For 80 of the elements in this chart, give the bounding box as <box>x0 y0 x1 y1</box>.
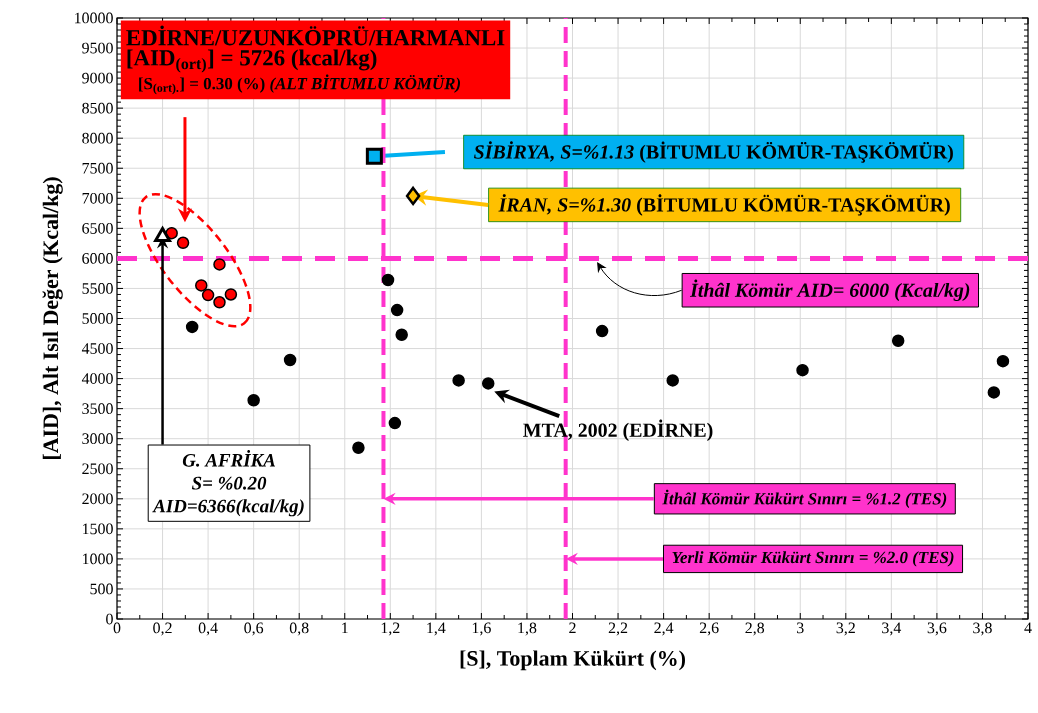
point <box>595 324 609 338</box>
point <box>213 296 226 309</box>
y-tick-label: 0 <box>106 613 113 625</box>
point <box>195 279 208 292</box>
x-tick-label: 3,4 <box>882 622 902 636</box>
y-tick-label: 1500 <box>83 523 113 535</box>
annotation: MTA, 2002 (EDİRNE) <box>523 419 713 441</box>
point <box>247 393 260 407</box>
y-tick-label: 2500 <box>82 463 113 475</box>
x-tick-label: 1,8 <box>518 622 537 636</box>
y-tick-label: 7000 <box>82 192 113 204</box>
point <box>395 328 408 341</box>
y-axis-title: [AID], Alt Isıl Değer (Kcal/kg) <box>42 177 63 460</box>
ref-line-label: İthâl Kömür AID= 6000 (Kcal/kg) <box>689 279 970 302</box>
point <box>891 334 905 347</box>
point <box>452 374 465 387</box>
annotation: İRAN, S=%1.30 (BİTUMLU KÖMÜR-TAŞKÖMÜR) <box>498 194 950 216</box>
annotation: İthâl Kömür Kükürt Sınırı = %1.2 (TES) <box>662 489 947 508</box>
annotation: S= %0.20 <box>191 476 267 490</box>
annotation: G. AFRİKA <box>182 450 276 467</box>
x-tick-label: 4 <box>1024 622 1032 634</box>
point <box>796 363 809 377</box>
y-tick-label: 9500 <box>82 42 113 54</box>
x-tick-label: 3,8 <box>973 622 992 636</box>
point <box>213 258 226 271</box>
x-tick-label: 2,6 <box>699 622 719 636</box>
point <box>224 288 238 301</box>
point <box>381 273 395 287</box>
x-tick-label: 0,2 <box>153 622 172 636</box>
point <box>996 354 1010 368</box>
annotation: EDİRNE/UZUNKÖPRÜ/HARMANLI <box>126 25 505 46</box>
point <box>405 186 421 206</box>
x-tick-label: 0 <box>113 622 121 634</box>
y-tick-label: 4000 <box>81 373 113 384</box>
x-tick-label: 3,6 <box>927 622 947 636</box>
y-tick-label: 3000 <box>82 433 113 445</box>
annotation: SİBİRYA, S=%1.13 (BİTUMLU KÖMÜR-TAŞKÖMÜR) <box>473 141 953 163</box>
point <box>283 353 297 367</box>
annotation: Yerli Kömür Kükürt Sınırı = %2.0 (TES) <box>672 551 954 567</box>
x-tick-label: 0,6 <box>244 622 264 636</box>
x-tick-label: 0,4 <box>198 622 218 636</box>
point <box>365 147 383 165</box>
y-tick-label: 4500 <box>81 343 113 354</box>
point <box>987 386 1001 399</box>
annotation: [S$_{(ort).}$] = 0.30 (%) (ALT BİTUMLU KÖMÜR) <box>139 74 461 95</box>
x-tick-label: 2 <box>569 622 576 634</box>
y-tick-label: 7500 <box>82 162 113 174</box>
x-tick-label: 0,8 <box>289 622 309 636</box>
x-tick-label: 2,8 <box>745 622 765 636</box>
point <box>352 441 365 454</box>
x-tick-label: 3,2 <box>836 622 855 636</box>
x-tick-label: 2,4 <box>654 622 674 636</box>
x-tick-label: 1,2 <box>381 622 400 636</box>
point <box>201 288 215 302</box>
x-tick-label: 1 <box>342 622 348 634</box>
y-tick-label: 6000 <box>82 253 113 264</box>
y-tick-label: 3500 <box>82 403 113 415</box>
x-tick-label: 1,4 <box>427 622 446 636</box>
point <box>388 416 402 430</box>
y-tick-label: 500 <box>90 583 113 595</box>
y-tick-label: 1000 <box>83 553 113 565</box>
point <box>666 374 679 387</box>
annotation: [AID$_{(ort)}$] = 5726 (kcal/kg) <box>127 49 377 73</box>
y-tick-label: 2000 <box>82 493 113 505</box>
x-tick-label: 3 <box>797 622 804 634</box>
x-tick-label: 1,6 <box>472 622 491 636</box>
y-tick-label: 5000 <box>82 313 113 324</box>
y-tick-label: 8500 <box>82 102 113 114</box>
y-tick-label: 8000 <box>82 132 113 144</box>
y-tick-label: 9000 <box>82 72 113 84</box>
point <box>185 320 199 334</box>
y-tick-label: 10000 <box>75 12 113 24</box>
y-tick-label: 6500 <box>82 222 113 234</box>
annotation: AID=6366(kcal/kg) <box>152 499 304 517</box>
y-tick-label: 5500 <box>82 283 113 294</box>
x-axis-title: [S], Toplam Kükürt (%) <box>460 650 685 671</box>
x-tick-label: 2,2 <box>608 622 628 636</box>
point <box>481 377 495 390</box>
point <box>390 303 404 317</box>
point <box>176 236 190 250</box>
